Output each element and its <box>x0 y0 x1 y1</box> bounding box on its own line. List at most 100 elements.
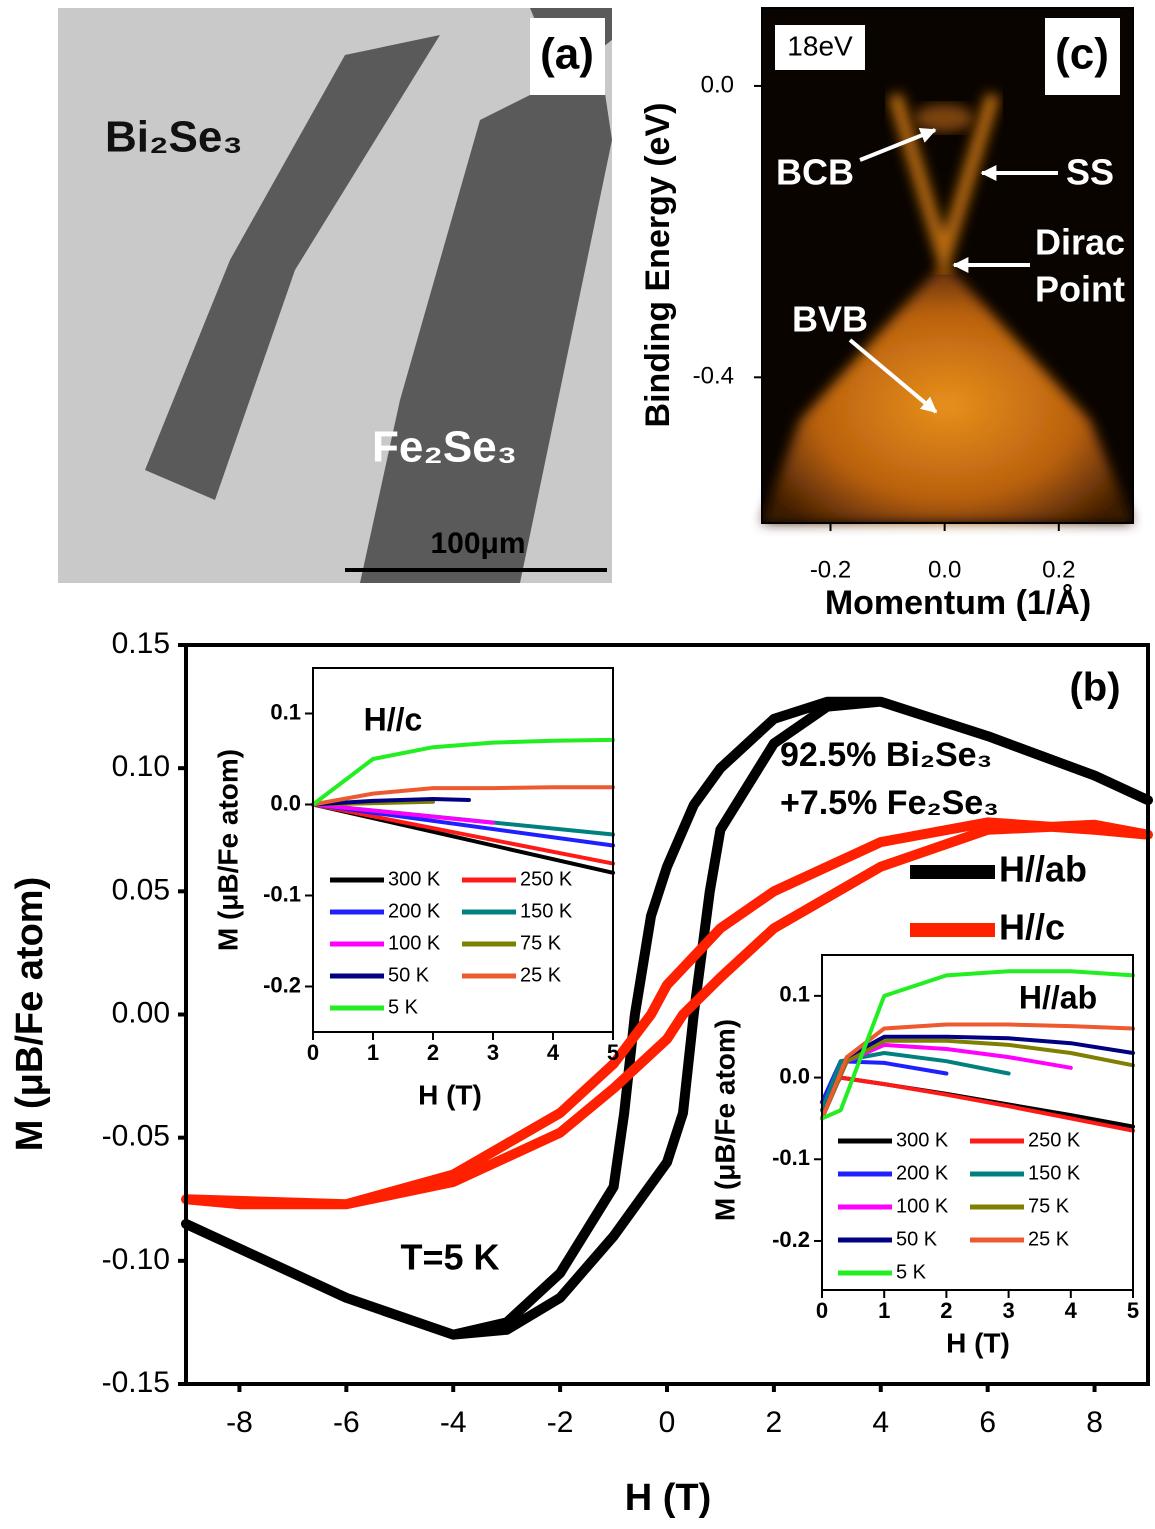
legend-label: 50 K <box>896 1228 938 1250</box>
arpes-image <box>762 8 1133 523</box>
y-tick-label: -0.05 <box>102 1120 170 1153</box>
material-label: Bi₂Se₃ <box>105 113 243 162</box>
legend-label: 5 K <box>896 1261 927 1283</box>
x-tick-label: 8 <box>1086 1406 1103 1439</box>
dark-region <box>145 35 440 500</box>
series-line <box>820 1022 1135 1121</box>
legend-label: 25 K <box>1028 1228 1070 1250</box>
y-tick-label: -0.15 <box>102 1366 170 1399</box>
legend-label: 250 K <box>1028 1129 1081 1151</box>
x-tick-label: 6 <box>979 1406 996 1439</box>
x-tick-label: 4 <box>1065 1298 1078 1323</box>
x-tick-label: 3 <box>1002 1298 1014 1323</box>
legend-label: 100 K <box>896 1195 949 1217</box>
material-label: Fe₂Se₃ <box>372 423 517 472</box>
series-line <box>311 797 471 807</box>
y-tick-label: 0.0 <box>779 1063 810 1088</box>
series-line <box>181 817 1153 1210</box>
legend-label: 150 K <box>520 900 573 922</box>
x-tick-label: 1 <box>878 1298 890 1323</box>
y-tick-label: -0.2 <box>263 972 301 997</box>
y-tick-label: -0.1 <box>772 1145 810 1170</box>
panel-label: (c) <box>1055 30 1109 79</box>
x-tick-label: 2 <box>427 1040 439 1065</box>
y-tick-label: 0.0 <box>701 71 734 98</box>
series-line <box>820 969 1135 1121</box>
scale-bar-label: 100μm <box>430 527 525 560</box>
plot-frame <box>184 643 1150 1386</box>
y-tick-label: -0.4 <box>693 363 734 390</box>
x-tick-label: 0 <box>307 1040 319 1065</box>
legend-label: 50 K <box>388 964 430 986</box>
x-tick-label: 0 <box>659 1406 676 1439</box>
x-tick-label: 0.0 <box>928 556 961 583</box>
x-axis-label: Momentum (1/Å) <box>825 584 1091 622</box>
inset-background <box>822 955 1133 1290</box>
y-tick-label: -0.10 <box>102 1243 170 1276</box>
annotation: (b) <box>1069 666 1120 710</box>
x-tick-label: 5 <box>607 1040 619 1065</box>
x-tick-label: -0.2 <box>810 556 851 583</box>
y-tick-label: -0.1 <box>263 881 301 906</box>
legend-label: 75 K <box>1028 1195 1070 1217</box>
label-box <box>775 25 865 70</box>
y-tick-label: 0.1 <box>779 982 810 1007</box>
legend-label: 75 K <box>520 932 562 954</box>
valence-band <box>762 262 1133 523</box>
legend-label: 200 K <box>896 1162 949 1184</box>
label-box <box>530 18 605 95</box>
series-line <box>820 1051 1011 1113</box>
series-line <box>181 696 1153 1340</box>
legend-label: 150 K <box>1028 1162 1081 1184</box>
x-tick-label: 3 <box>487 1040 499 1065</box>
inset-title: H//ab <box>1019 979 1097 1015</box>
series-line <box>311 802 495 825</box>
y-tick-label: 0.10 <box>112 750 170 783</box>
x-tick-label: 0.2 <box>1042 556 1075 583</box>
dark-region <box>360 60 612 583</box>
conduction-band <box>914 104 974 132</box>
legend-label: H//c <box>999 907 1065 948</box>
x-tick-label: 1 <box>367 1040 379 1065</box>
label-box <box>1045 18 1120 95</box>
plot-frame <box>821 954 1134 1291</box>
legend-label: 300 K <box>896 1129 949 1151</box>
annotation: 92.5% Bi₂Se₃ <box>780 736 992 774</box>
inset-background <box>313 668 613 1032</box>
series-line <box>311 802 615 866</box>
y-tick-label: 0.1 <box>270 699 301 724</box>
annotation: BCB <box>776 152 854 193</box>
photon-energy: 18eV <box>787 30 853 61</box>
x-tick-label: 2 <box>940 1298 952 1323</box>
legend-label: 25 K <box>520 964 562 986</box>
series-line <box>311 737 615 807</box>
y-tick-label: 0.0 <box>270 790 301 815</box>
legend-label: 250 K <box>520 868 573 890</box>
plot-frame <box>761 7 1134 524</box>
annotation: Dirac <box>1035 222 1125 263</box>
inset-title: H//c <box>364 701 423 737</box>
x-tick-label: 4 <box>547 1040 560 1065</box>
x-tick-label: -2 <box>547 1406 574 1439</box>
x-tick-label: -6 <box>333 1406 360 1439</box>
panel-label: (a) <box>540 30 594 79</box>
annotation: Point <box>1035 269 1125 310</box>
legend-label: 100 K <box>388 932 441 954</box>
legend-label: H//ab <box>999 849 1087 890</box>
y-axis-label: M (μB/Fe atom) <box>9 877 51 1151</box>
legend-label: 200 K <box>388 900 441 922</box>
annotation: +7.5% Fe₂Se₃ <box>780 784 999 822</box>
annotation: SS <box>1066 152 1114 193</box>
y-axis-label: M (μB/Fe atom) <box>212 749 243 951</box>
y-tick-label: 0.05 <box>112 873 170 906</box>
x-tick-label: -4 <box>440 1406 467 1439</box>
x-axis-label: H (T) <box>625 1477 712 1519</box>
y-tick-label: -0.2 <box>772 1227 810 1252</box>
x-tick-label: 5 <box>1127 1298 1139 1323</box>
arrow <box>859 127 937 162</box>
surface-state <box>888 92 1000 283</box>
x-axis-label: H (T) <box>418 1079 482 1110</box>
panel-a: (a) Bi₂Se₃ Fe₂Se₃ 100μm <box>58 8 612 583</box>
legend-label: 5 K <box>388 996 419 1018</box>
